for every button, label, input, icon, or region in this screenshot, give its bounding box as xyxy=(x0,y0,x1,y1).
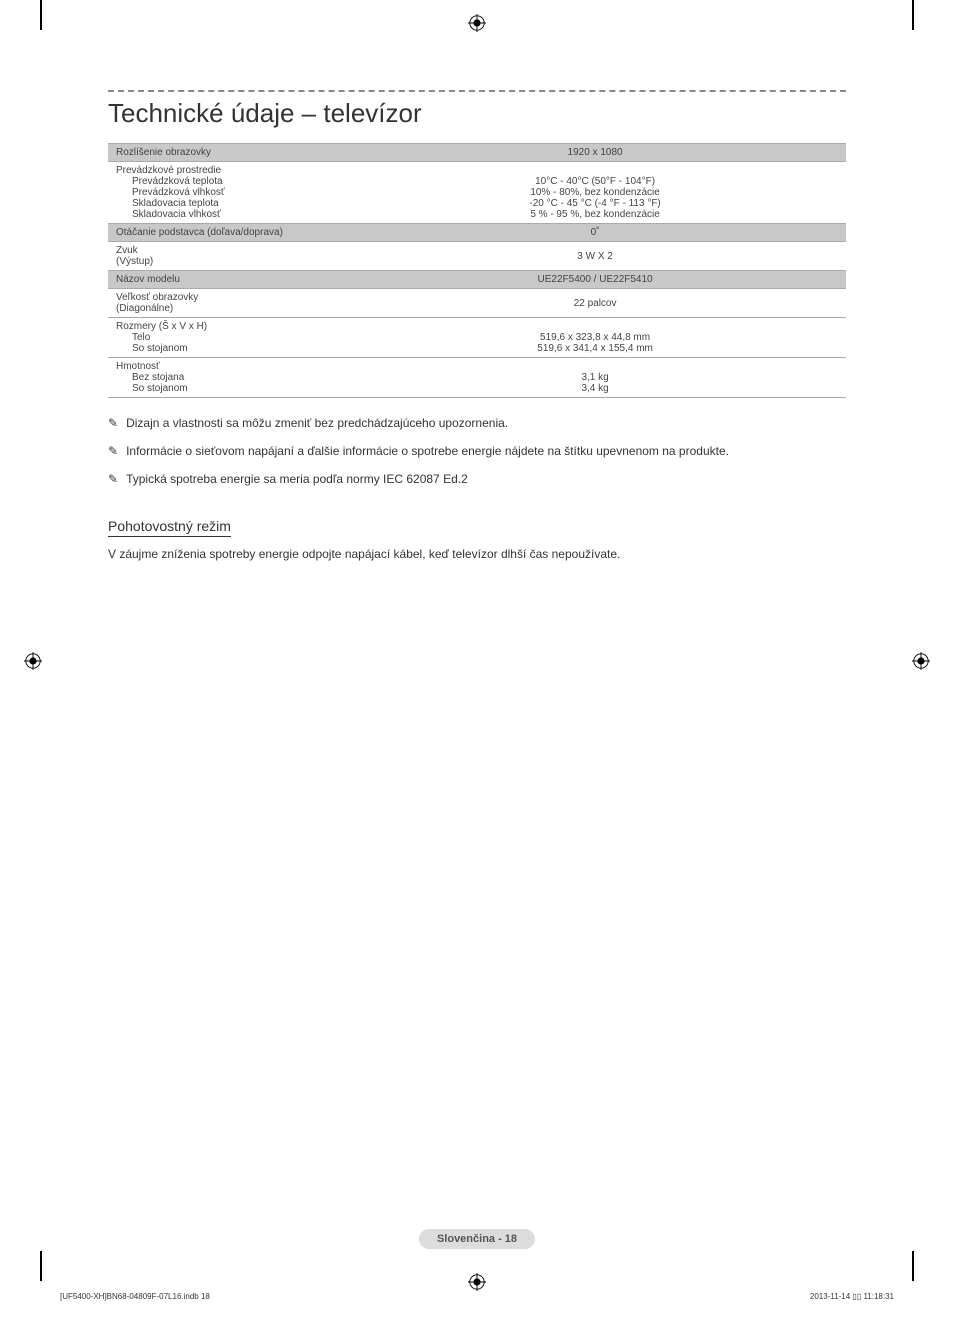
spec-group-values: 519,6 x 323,8 x 44,8 mm519,6 x 341,4 x 1… xyxy=(344,318,846,358)
spec-table: Rozlíšenie obrazovky1920 x 1080Prevádzko… xyxy=(108,143,846,398)
crop-mark-br xyxy=(912,1251,914,1281)
spec-label: Zvuk(Výstup) xyxy=(108,242,344,271)
divider-dashed xyxy=(108,90,846,92)
note-item: ✎ Dizajn a vlastnosti sa môžu zmeniť bez … xyxy=(108,414,846,432)
footer-file-info: [UF5400-XH]BN68-04809F-07L16.indb 18 xyxy=(60,1292,210,1301)
note-text: Typická spotreba energie sa meria podľa … xyxy=(126,470,468,488)
registration-mark-top-icon xyxy=(468,14,486,32)
section-body: V záujme zníženia spotreby energie odpoj… xyxy=(108,545,846,563)
section-heading: Pohotovostný režim xyxy=(108,518,231,537)
crop-mark-tl xyxy=(40,0,42,30)
note-text: Dizajn a vlastnosti sa môžu zmeniť bez p… xyxy=(126,414,508,432)
spec-value: 3 W X 2 xyxy=(344,242,846,271)
page-number-badge: Slovenčina - 18 xyxy=(419,1229,535,1249)
spec-group-values: 10°C - 40°C (50°F - 104°F)10% - 80%, bez… xyxy=(344,162,846,224)
spec-value: 22 palcov xyxy=(344,289,846,318)
note-item: ✎ Informácie o sieťovom napájaní a ďalšie… xyxy=(108,442,846,460)
spec-group-values: 3,1 kg3,4 kg xyxy=(344,358,846,398)
spec-value: UE22F5400 / UE22F5410 xyxy=(344,271,846,289)
footer-timestamp: 2013-11-14 ▯▯ 11:18:31 xyxy=(810,1292,894,1301)
note-bullet-icon: ✎ xyxy=(108,414,118,432)
spec-label: Otáčanie podstavca (doľava/doprava) xyxy=(108,224,344,242)
spec-label: Veľkosť obrazovky(Diagonálne) xyxy=(108,289,344,318)
spec-label: Názov modelu xyxy=(108,271,344,289)
spec-label: Rozlíšenie obrazovky xyxy=(108,144,344,162)
note-bullet-icon: ✎ xyxy=(108,470,118,488)
page-title: Technické údaje – televízor xyxy=(108,98,846,129)
crop-mark-bl xyxy=(40,1251,42,1281)
spec-value: 0˚ xyxy=(344,224,846,242)
registration-mark-right-icon xyxy=(912,652,930,670)
spec-group-label: Rozmery (Š x V x H)TeloSo stojanom xyxy=(108,318,344,358)
note-text: Informácie o sieťovom napájaní a ďalšie … xyxy=(126,442,729,460)
notes-list: ✎ Dizajn a vlastnosti sa môžu zmeniť bez … xyxy=(108,414,846,488)
registration-mark-bottom-icon xyxy=(468,1273,486,1291)
spec-value: 1920 x 1080 xyxy=(344,144,846,162)
registration-mark-left-icon xyxy=(24,652,42,670)
note-bullet-icon: ✎ xyxy=(108,442,118,460)
spec-group-label: Prevádzkové prostrediePrevádzková teplot… xyxy=(108,162,344,224)
spec-group-label: HmotnosťBez stojanaSo stojanom xyxy=(108,358,344,398)
note-item: ✎ Typická spotreba energie sa meria podľa… xyxy=(108,470,846,488)
crop-mark-tr xyxy=(912,0,914,30)
page-content: Technické údaje – televízor Rozlíšenie o… xyxy=(108,90,846,563)
